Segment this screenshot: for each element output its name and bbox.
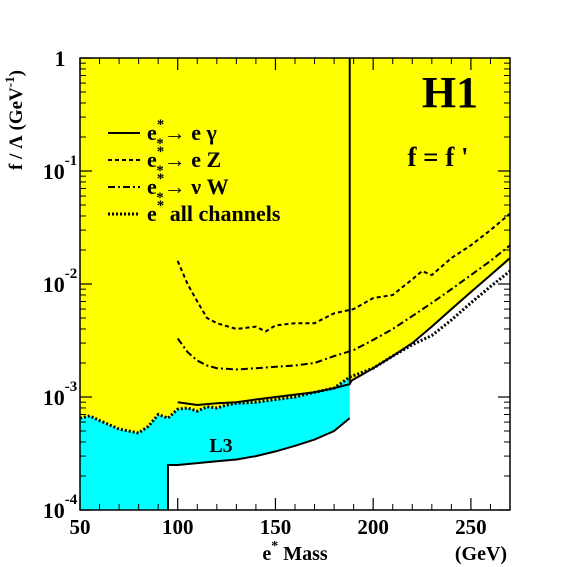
legend-label-3: e* all channels: [147, 198, 281, 226]
legend-label-2: e* *→ ν W: [147, 171, 229, 206]
y-tick-label: 10-4: [43, 492, 78, 523]
x-tick-label: 250: [455, 515, 487, 539]
l3-excluded-region: [80, 377, 350, 510]
y-tick-label: 10-2: [43, 266, 78, 297]
experiment-label: H1: [422, 68, 478, 117]
y-tick-label: 10-1: [43, 153, 78, 184]
series-line-2: [176, 244, 510, 371]
y-axis-title: f / Λ (GeV-1): [2, 70, 27, 170]
legend-label-0: e* *→ e γ: [147, 117, 217, 152]
x-tick-label: 50: [70, 515, 91, 539]
x-unit-label: (GeV): [455, 543, 507, 565]
plot-clip-group: [80, 58, 510, 510]
l3-boundary-line: [167, 417, 351, 510]
legend-label-1: e* *→ e Z: [147, 144, 221, 179]
legend: e* *→ e γe* *→ e Ze* *→ ν We* all channels: [108, 117, 281, 226]
series-line-3: [80, 269, 510, 435]
x-tick-label: 100: [162, 515, 194, 539]
x-tick-label: 150: [260, 515, 292, 539]
annotations: H1 f = f ' L3 (GeV): [209, 68, 507, 565]
y-tick-label: 1: [55, 46, 66, 71]
y-tick-label: 10-3: [43, 379, 78, 410]
x-tick-label: 200: [357, 515, 389, 539]
plot-area: [80, 58, 510, 510]
x-axis-title: e* Mass: [262, 539, 328, 565]
axes: 50 100 150 200 250 1 10-1 10-2 10-3 10-4 e* Mass f …: [2, 46, 511, 565]
h1-excluded-region: [80, 58, 510, 510]
coupling-label: f = f ': [407, 142, 468, 172]
l3-region-label: L3: [209, 435, 232, 457]
series-line-1: [176, 212, 510, 333]
